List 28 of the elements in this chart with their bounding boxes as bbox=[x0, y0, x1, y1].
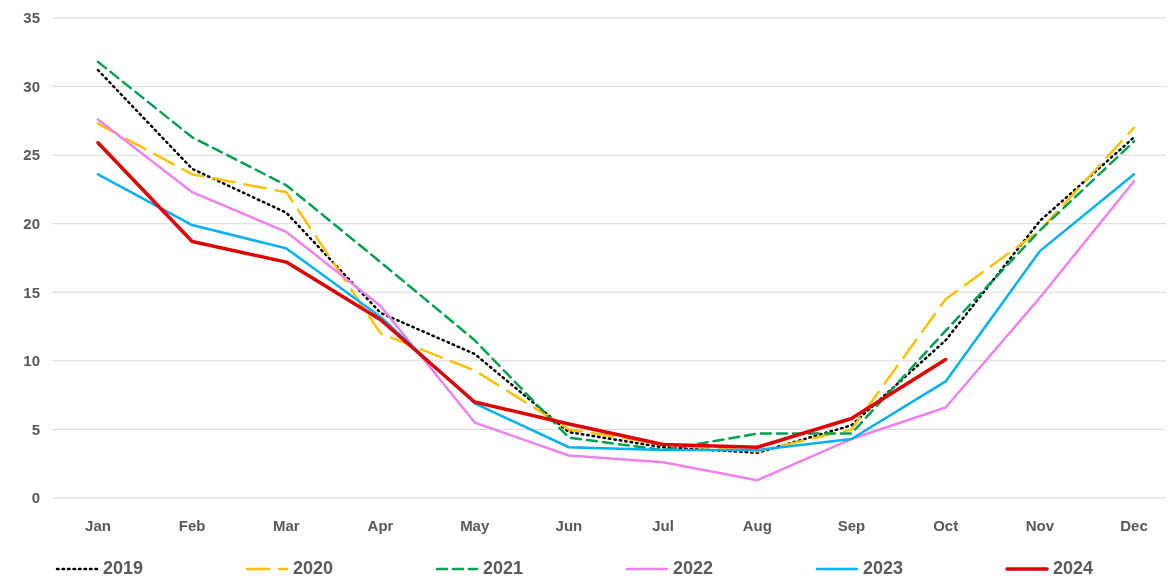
x-tick-label: May bbox=[460, 517, 490, 535]
x-tick-label: Mar bbox=[273, 517, 300, 535]
y-tick-label: 10 bbox=[23, 352, 40, 370]
y-tick-label: 30 bbox=[23, 77, 40, 95]
x-tick-label: Feb bbox=[178, 517, 206, 535]
legend-label: 2022 bbox=[673, 558, 714, 578]
x-tick-label: Jul bbox=[652, 517, 674, 535]
x-tick-label: Sep bbox=[837, 517, 866, 535]
x-tick-label: Jan bbox=[85, 517, 111, 535]
legend-label: 2024 bbox=[1053, 558, 1094, 578]
x-tick-label: Jun bbox=[555, 517, 583, 535]
legend-label: 2020 bbox=[293, 558, 334, 578]
y-tick-label: 35 bbox=[23, 9, 40, 27]
y-tick-label: 5 bbox=[31, 420, 40, 438]
x-tick-label: Aug bbox=[742, 517, 772, 535]
y-tick-label: 25 bbox=[23, 146, 40, 164]
y-tick-label: 15 bbox=[23, 283, 40, 301]
y-tick-label: 0 bbox=[31, 489, 40, 507]
x-tick-label: Nov bbox=[1025, 517, 1055, 535]
x-tick-label: Apr bbox=[367, 517, 394, 535]
y-tick-label: 20 bbox=[23, 214, 40, 232]
legend-label: 2019 bbox=[103, 558, 144, 578]
x-tick-label: Oct bbox=[933, 517, 959, 535]
legend-label: 2023 bbox=[863, 558, 904, 578]
line-series bbox=[96, 173, 1136, 452]
x-tick-label: Dec bbox=[1120, 517, 1148, 535]
legend-label: 2021 bbox=[483, 558, 524, 578]
line-series bbox=[96, 141, 948, 450]
